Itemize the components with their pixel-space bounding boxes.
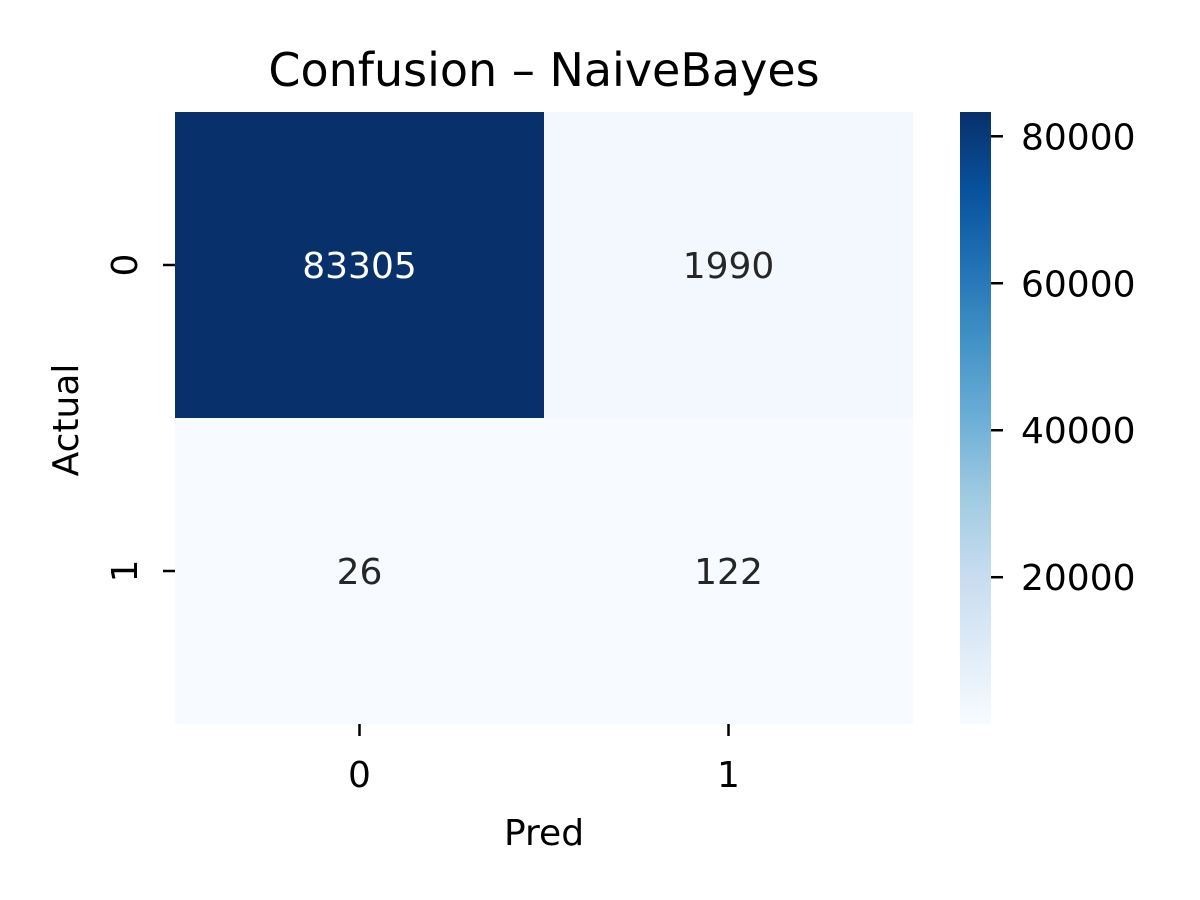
- axis-ticks: 0 1 0 1: [105, 254, 740, 796]
- colorbar-tick-label-1: 40000: [1021, 411, 1136, 452]
- cell-value-0-0: 83305: [302, 246, 417, 287]
- y-tick-label-0: 0: [105, 254, 146, 277]
- colorbar: [960, 112, 991, 724]
- cell-value-1-0: 26: [337, 552, 383, 593]
- heatmap-cell-0-1: [544, 112, 913, 418]
- cell-annotations: 83305 1990 26 122: [302, 246, 774, 593]
- colorbar-tick-label-2: 60000: [1021, 264, 1136, 305]
- heatmap-cells: [175, 112, 913, 724]
- colorbar-tick-label-3: 80000: [1021, 117, 1136, 158]
- y-tick-label-1: 1: [105, 560, 146, 583]
- heatmap-cell-1-1: [544, 418, 913, 724]
- x-tick-label-0: 0: [348, 755, 371, 796]
- cell-value-1-1: 122: [694, 552, 763, 593]
- cell-value-0-1: 1990: [683, 246, 775, 287]
- heatmap-cell-1-0: [175, 418, 544, 724]
- x-axis-label: Pred: [504, 813, 584, 854]
- chart-title: Confusion – NaiveBayes: [268, 43, 819, 97]
- heatmap-cell-0-0: [175, 112, 544, 418]
- colorbar-ticks: 20000 40000 60000 80000: [991, 117, 1136, 599]
- x-tick-label-1: 1: [717, 755, 740, 796]
- colorbar-tick-label-0: 20000: [1021, 558, 1136, 599]
- y-axis-label: Actual: [46, 364, 87, 477]
